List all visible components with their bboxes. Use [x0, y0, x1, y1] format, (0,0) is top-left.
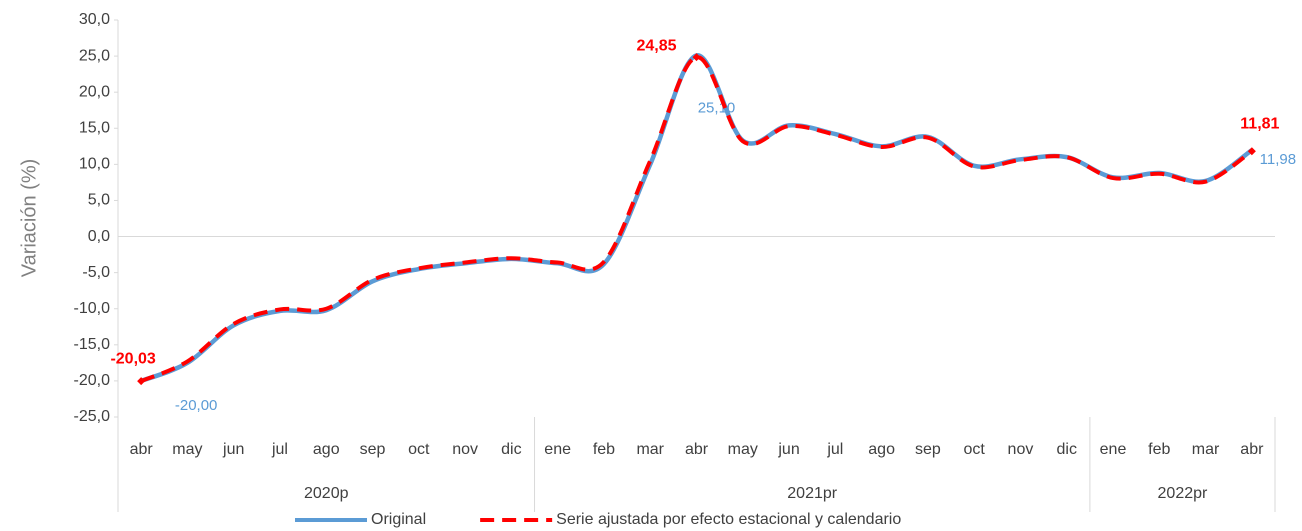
x-tick-label: feb — [1148, 441, 1170, 458]
x-tick-label: dic — [501, 441, 521, 458]
y-tick-label: -5,0 — [82, 264, 110, 281]
series-line — [140, 55, 1254, 383]
y-tick-label: 15,0 — [79, 119, 110, 136]
x-tick-label: may — [728, 441, 758, 458]
legend-label: Original — [371, 511, 426, 528]
series-line — [140, 53, 1254, 384]
data-label: 11,98 — [1260, 151, 1296, 168]
x-tick-label: jun — [222, 441, 244, 458]
y-tick-label: -25,0 — [74, 408, 111, 425]
group-label: 2021pr — [787, 485, 837, 502]
y-tick-label: 5,0 — [88, 192, 110, 209]
x-tick-label: dic — [1057, 441, 1077, 458]
x-tick-label: ene — [1100, 441, 1127, 458]
y-tick-label: 20,0 — [79, 83, 110, 100]
point-marker — [692, 53, 701, 62]
x-tick-label: nov — [1008, 441, 1034, 458]
x-tick-label: nov — [452, 441, 478, 458]
x-tick-label: mar — [1192, 441, 1220, 458]
data-label: -20,00 — [175, 397, 218, 414]
data-label: 11,81 — [1240, 116, 1279, 133]
y-tick-label: 25,0 — [79, 47, 110, 64]
point-marker — [1247, 147, 1256, 156]
y-tick-label: 10,0 — [79, 156, 110, 173]
y-tick-label: -10,0 — [74, 300, 111, 317]
y-tick-label: -15,0 — [74, 336, 111, 353]
x-tick-label: abr — [1240, 441, 1264, 458]
data-label: 25,10 — [698, 99, 736, 116]
x-tick-label: jun — [777, 441, 799, 458]
x-tick-label: sep — [360, 441, 386, 458]
x-tick-label: mar — [636, 441, 664, 458]
y-tick-label: 0,0 — [88, 228, 110, 245]
x-tick-label: jul — [271, 441, 288, 458]
x-tick-label: ago — [313, 441, 340, 458]
x-tick-label: jul — [826, 441, 843, 458]
x-tick-label: oct — [964, 441, 986, 458]
x-tick-label: feb — [593, 441, 615, 458]
data-label: 24,85 — [636, 37, 676, 54]
x-tick-label: may — [172, 441, 202, 458]
y-tick-label: 30,0 — [79, 11, 110, 28]
y-tick-label: -20,0 — [74, 372, 111, 389]
data-label: -20,03 — [110, 350, 155, 367]
point-marker — [137, 377, 146, 386]
x-tick-label: abr — [685, 441, 709, 458]
x-tick-label: ene — [544, 441, 571, 458]
y-axis-label: Variación (%) — [18, 159, 40, 278]
x-tick-label: ago — [868, 441, 895, 458]
x-tick-label: sep — [915, 441, 941, 458]
x-tick-label: abr — [130, 441, 154, 458]
legend-label: Serie ajustada por efecto estacional y c… — [556, 511, 901, 528]
x-tick-label: oct — [408, 441, 430, 458]
group-label: 2022pr — [1158, 485, 1208, 502]
group-label: 2020p — [304, 485, 349, 502]
